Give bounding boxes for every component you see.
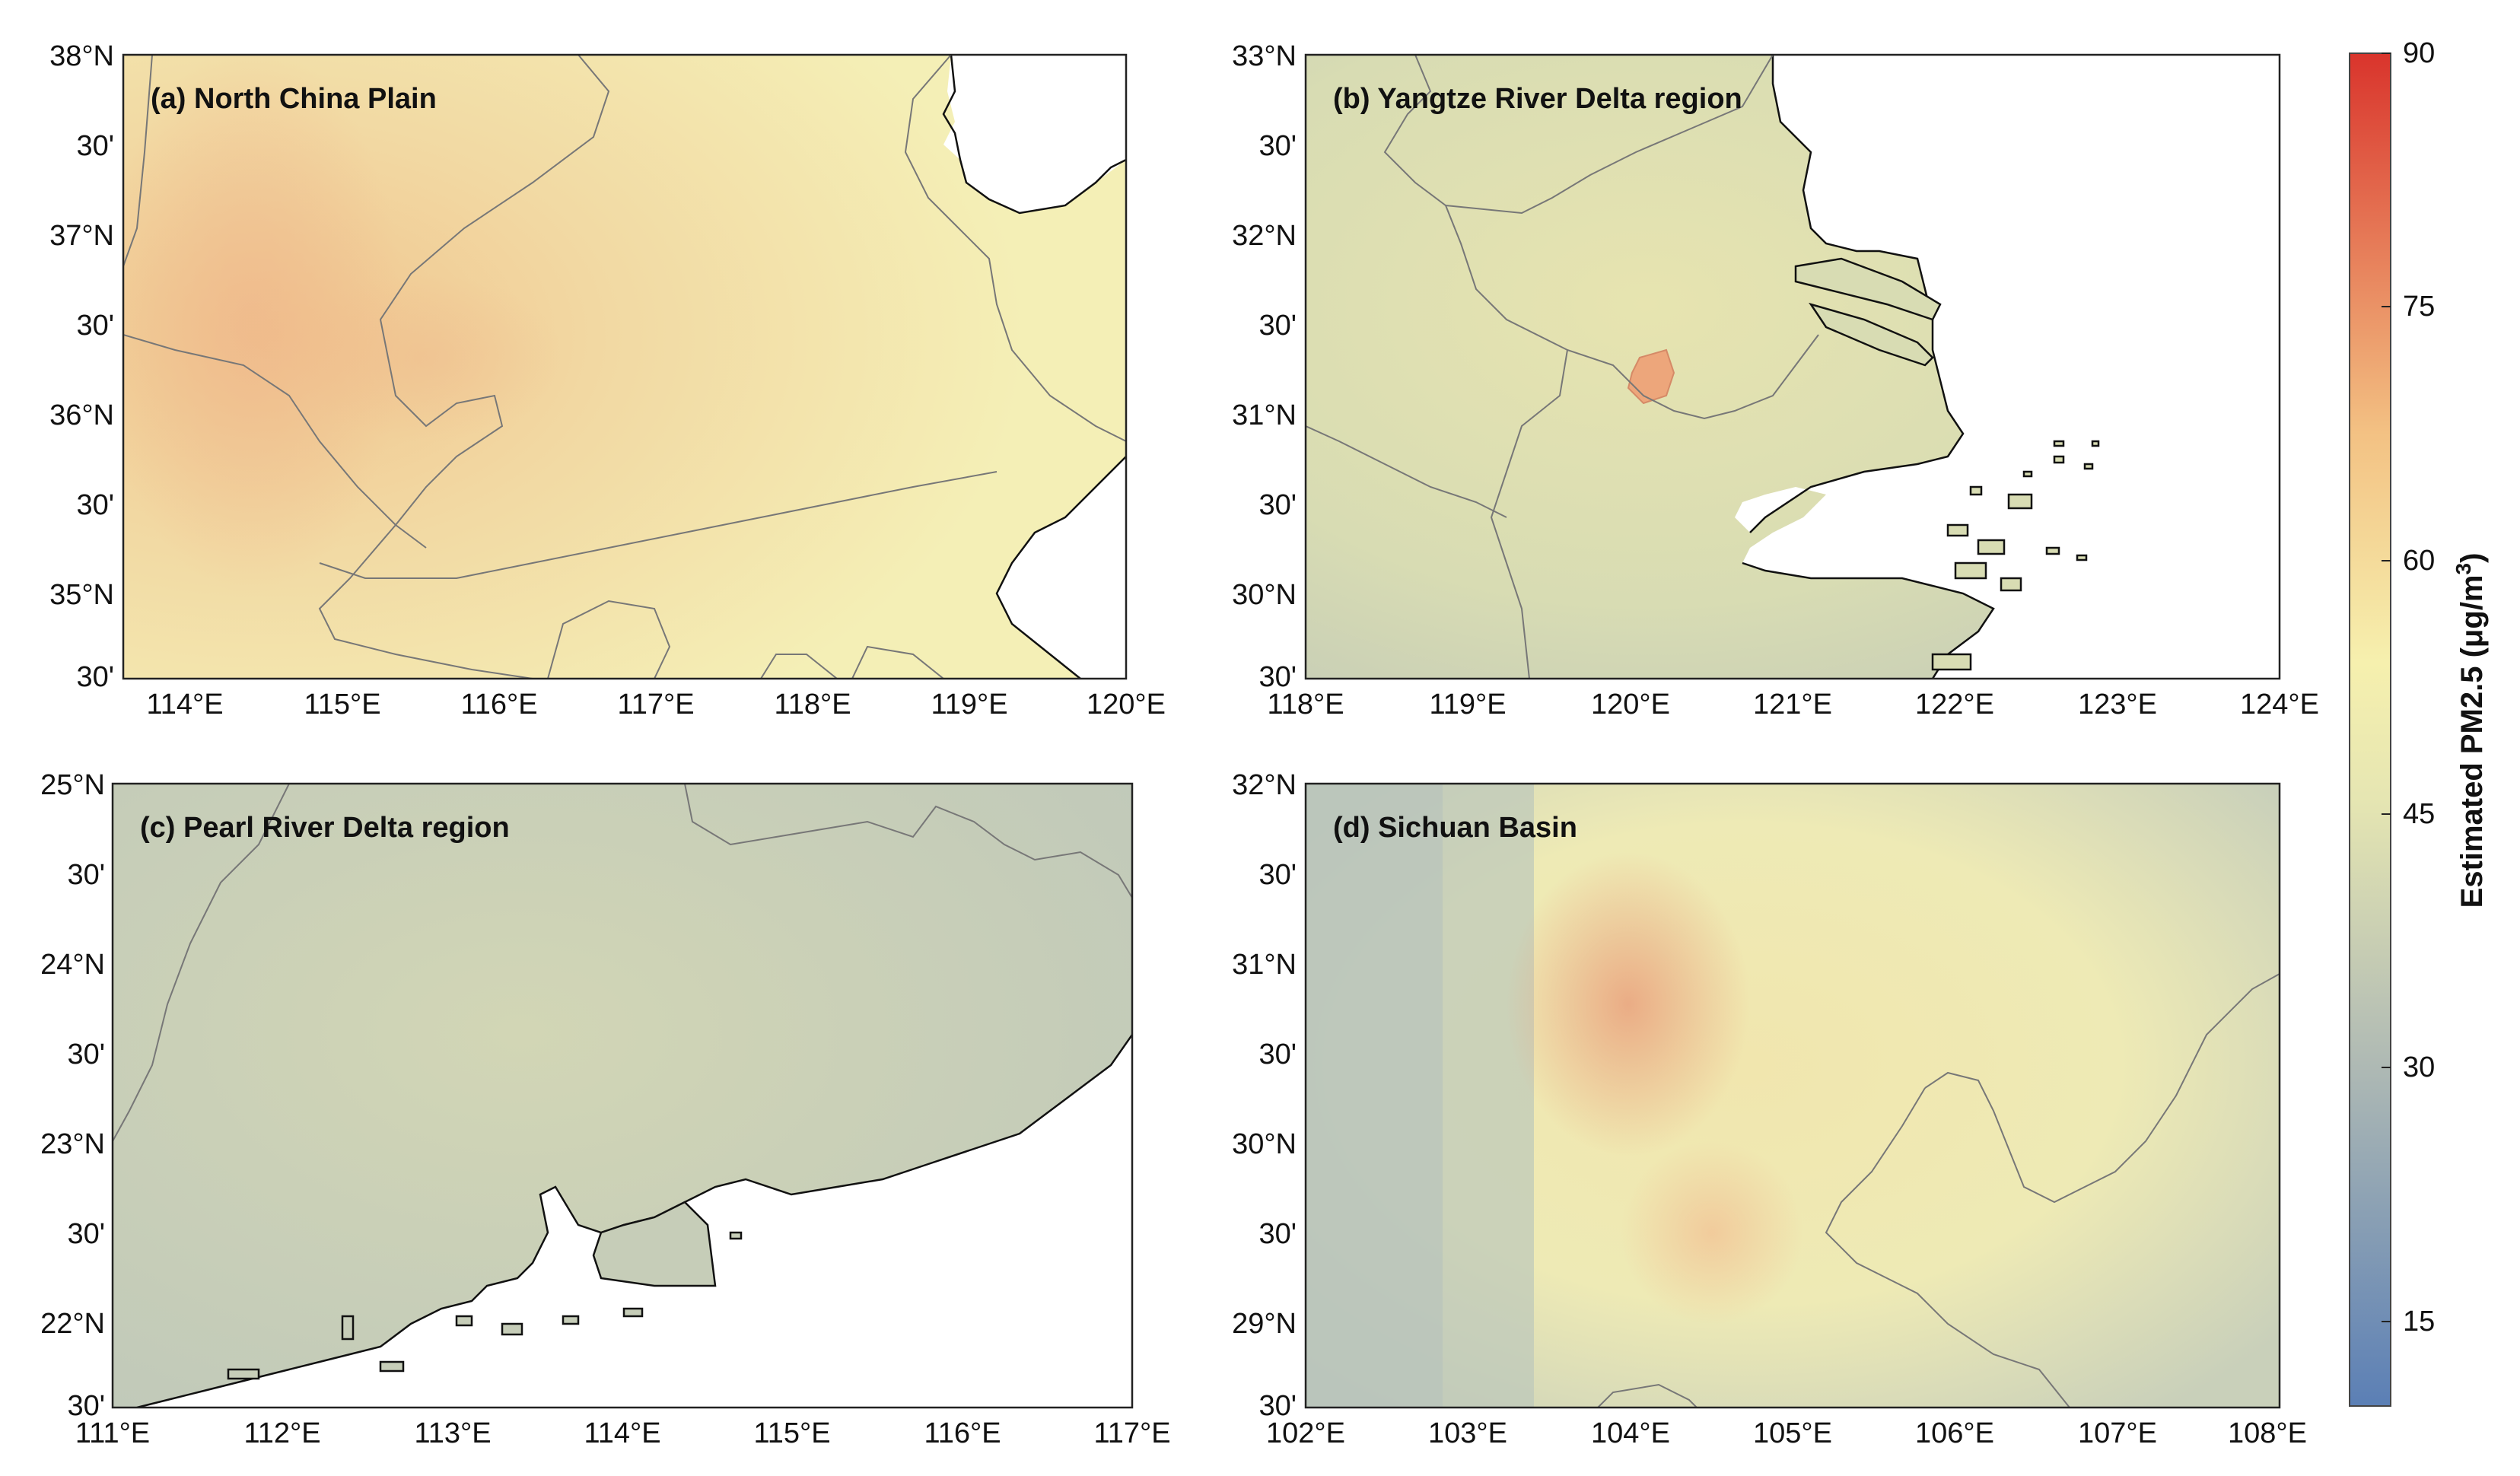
y-tick-label: 30' <box>1258 661 1297 693</box>
colorbar-tick-label: 75 <box>2403 291 2435 323</box>
panel-d-x-labels: 102°E 103°E 104°E 105°E 106°E 107°E 108°… <box>1266 1417 2307 1449</box>
panel-c-frame <box>111 782 1134 1409</box>
panel-b-x-labels: 118°E 119°E 120°E 121°E 122°E 123°E 124°… <box>1267 689 2319 721</box>
y-tick-label: 30' <box>67 859 105 891</box>
panel-b-map <box>1306 55 2280 679</box>
y-tick-label: 30' <box>1258 1039 1297 1070</box>
colorbar-ticks <box>2382 52 2391 1322</box>
panel-b-y-labels: 33°N 30' 32°N 30' 31°N 30' 30°N 30' <box>1232 40 1297 693</box>
panel-b-title: (b) Yangtze River Delta region <box>1333 83 1742 115</box>
x-tick-label: 119°E <box>931 689 1007 721</box>
panel-a-map <box>123 55 1126 679</box>
panel-d-map <box>1306 784 2280 1408</box>
panel-c-title: (c) Pearl River Delta region <box>140 812 510 844</box>
y-tick-label: 22°N <box>40 1308 105 1340</box>
panel-c-x-labels: 111°E 112°E 113°E 114°E 115°E 116°E 117°… <box>75 1417 1171 1449</box>
x-tick-label: 120°E <box>1087 689 1166 721</box>
panel-a-x-labels: 114°E 115°E 116°E 117°E 118°E 119°E 120°… <box>146 689 1166 721</box>
x-tick-label: 124°E <box>2240 689 2319 721</box>
y-tick-label: 30°N <box>1232 579 1297 611</box>
panel-d-y-labels: 32°N 30' 31°N 30' 30°N 30' 29°N 30' <box>1232 769 1297 1422</box>
panel-d-title: (d) Sichuan Basin <box>1333 812 1577 844</box>
y-tick-label: 30' <box>1258 489 1297 521</box>
panel-b: (b) Yangtze River Delta region 33°N 30' … <box>1232 40 2319 721</box>
colorbar-tick-label: 45 <box>2403 798 2435 830</box>
y-tick-label: 31°N <box>1232 949 1297 981</box>
x-tick-label: 122°E <box>1915 689 1994 721</box>
x-tick-label: 123°E <box>2078 689 2157 721</box>
y-tick-label: 30' <box>1258 1218 1297 1250</box>
x-tick-label: 114°E <box>584 1417 660 1449</box>
x-tick-label: 114°E <box>146 689 223 721</box>
x-tick-label: 118°E <box>1267 689 1344 721</box>
panel-a-y-labels: 38°N 30' 37°N 30' 36°N 30' 35°N 30' <box>49 40 114 693</box>
colorbar-tick-label: 30 <box>2403 1051 2435 1083</box>
y-tick-label: 37°N <box>49 220 114 252</box>
panel-a: (a) North China Plain 38°N 30' 37°N 30' … <box>49 40 1166 721</box>
panel-d: (d) Sichuan Basin 32°N 30' 31°N 30' 30°N… <box>1232 769 2307 1449</box>
colorbar-tick-labels: 90 75 60 45 30 15 <box>2403 37 2435 1338</box>
colorbar-title: Estimated PM2.5 (μg/m3) <box>2452 553 2490 908</box>
y-tick-label: 23°N <box>40 1128 105 1160</box>
x-tick-label: 115°E <box>753 1417 830 1449</box>
panel-c-y-labels: 25°N 30' 24°N 30' 23°N 30' 22°N 30' <box>40 769 105 1422</box>
colorbar-tick-label: 15 <box>2403 1306 2435 1338</box>
y-tick-label: 30°N <box>1232 1128 1297 1160</box>
x-tick-label: 112°E <box>243 1417 320 1449</box>
panel-a-frame <box>122 53 1128 680</box>
x-tick-label: 120°E <box>1591 689 1670 721</box>
y-tick-label: 30' <box>67 1390 105 1422</box>
x-tick-label: 115°E <box>304 689 380 721</box>
y-tick-label: 35°N <box>49 579 114 611</box>
x-tick-label: 118°E <box>774 689 851 721</box>
panel-c: (c) Pearl River Delta region 25°N 30' 24… <box>40 769 1170 1449</box>
x-tick-label: 107°E <box>2078 1417 2157 1449</box>
panel-a-title: (a) North China Plain <box>151 83 437 115</box>
y-tick-label: 36°N <box>49 399 114 431</box>
y-tick-label: 30' <box>76 310 114 342</box>
y-tick-label: 30' <box>76 489 114 521</box>
x-tick-label: 116°E <box>460 689 537 721</box>
colorbar-tick-label: 60 <box>2403 545 2435 577</box>
y-tick-label: 32°N <box>1232 769 1297 801</box>
y-tick-label: 31°N <box>1232 399 1297 431</box>
y-tick-label: 32°N <box>1232 220 1297 252</box>
y-tick-label: 30' <box>76 130 114 162</box>
y-tick-label: 33°N <box>1232 40 1297 72</box>
y-tick-label: 30' <box>1258 310 1297 342</box>
y-tick-label: 25°N <box>40 769 105 801</box>
prd-islands <box>227 1231 743 1380</box>
y-tick-label: 30' <box>1258 130 1297 162</box>
panel-c-map <box>113 784 1132 1408</box>
x-tick-label: 117°E <box>617 689 694 721</box>
panel-b-frame <box>1304 53 2281 680</box>
y-tick-label: 30' <box>67 1218 105 1250</box>
y-tick-label: 30' <box>67 1039 105 1070</box>
x-tick-label: 111°E <box>75 1417 150 1449</box>
y-tick-label: 38°N <box>49 40 114 72</box>
zhoushan-islands <box>1931 440 2100 671</box>
colorbar-gradient <box>2349 52 2391 1407</box>
y-tick-label: 30' <box>1258 1390 1297 1422</box>
x-tick-label: 104°E <box>1591 1417 1670 1449</box>
x-tick-label: 106°E <box>1915 1417 1994 1449</box>
x-tick-label: 103°E <box>1428 1417 1507 1449</box>
x-tick-label: 105°E <box>1753 1417 1832 1449</box>
x-tick-label: 113°E <box>414 1417 491 1449</box>
y-tick-label: 30' <box>1258 859 1297 891</box>
x-tick-label: 116°E <box>924 1417 1001 1449</box>
colorbar-tick-label: 90 <box>2403 37 2435 69</box>
x-tick-label: 121°E <box>1753 689 1832 721</box>
y-tick-label: 30' <box>76 661 114 693</box>
panel-d-frame <box>1304 782 2281 1409</box>
x-tick-label: 117°E <box>1093 1417 1170 1449</box>
x-tick-label: 102°E <box>1266 1417 1345 1449</box>
y-tick-label: 24°N <box>40 949 105 981</box>
x-tick-label: 108°E <box>2228 1417 2307 1449</box>
x-tick-label: 119°E <box>1429 689 1506 721</box>
y-tick-label: 29°N <box>1232 1308 1297 1340</box>
colorbar: 90 75 60 45 30 15 Estimated PM2.5 (μg/m3… <box>2349 37 2490 1407</box>
